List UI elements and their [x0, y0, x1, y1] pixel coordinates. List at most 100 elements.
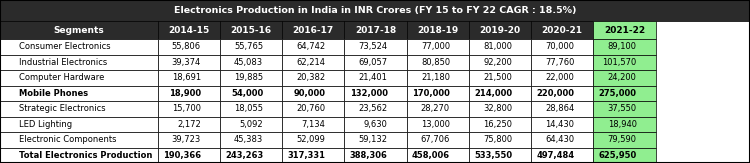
Bar [469, 21, 531, 39]
Text: LED Lighting: LED Lighting [19, 120, 72, 129]
Bar [531, 86, 593, 101]
Bar [593, 70, 656, 86]
Bar [531, 21, 593, 39]
Bar [158, 39, 220, 55]
Bar [469, 117, 531, 132]
Bar [406, 101, 469, 117]
Text: 45,083: 45,083 [234, 58, 263, 67]
Bar [282, 21, 344, 39]
Bar [593, 55, 656, 70]
Text: 7,134: 7,134 [302, 120, 326, 129]
Bar [531, 117, 593, 132]
Text: 190,366: 190,366 [163, 151, 201, 160]
Text: 497,484: 497,484 [536, 151, 574, 160]
Bar [469, 39, 531, 55]
Text: Segments: Segments [53, 26, 104, 35]
Bar [344, 55, 406, 70]
Bar [593, 86, 656, 101]
Bar [344, 21, 406, 39]
Bar [469, 70, 531, 86]
Text: 2015-16: 2015-16 [230, 26, 272, 35]
Text: 28,270: 28,270 [421, 104, 450, 113]
Bar [282, 55, 344, 70]
Bar [469, 132, 531, 148]
Text: 18,900: 18,900 [169, 89, 201, 98]
Text: 19,885: 19,885 [234, 73, 263, 82]
Text: 80,850: 80,850 [421, 58, 450, 67]
Text: 22,000: 22,000 [545, 73, 574, 82]
Text: 21,500: 21,500 [483, 73, 512, 82]
Text: 625,950: 625,950 [598, 151, 637, 160]
Bar [0, 132, 158, 148]
Text: 21,180: 21,180 [421, 73, 450, 82]
Text: 81,000: 81,000 [483, 42, 512, 51]
Text: 5,092: 5,092 [240, 120, 263, 129]
Bar [344, 101, 406, 117]
Text: 62,214: 62,214 [296, 58, 326, 67]
Bar [469, 86, 531, 101]
Bar [0, 55, 158, 70]
Text: 45,383: 45,383 [234, 135, 263, 144]
Text: Industrial Electronics: Industrial Electronics [19, 58, 107, 67]
Text: 16,250: 16,250 [483, 120, 512, 129]
Bar [282, 117, 344, 132]
Bar [531, 132, 593, 148]
Bar [531, 101, 593, 117]
Bar [469, 55, 531, 70]
Bar [531, 39, 593, 55]
Text: 2018-19: 2018-19 [417, 26, 458, 35]
Text: 20,760: 20,760 [296, 104, 326, 113]
Bar [282, 148, 344, 163]
Text: Electronic Components: Electronic Components [19, 135, 116, 144]
Text: 2,172: 2,172 [177, 120, 201, 129]
Text: 75,800: 75,800 [483, 135, 512, 144]
Bar [0, 0, 750, 21]
Text: 59,132: 59,132 [358, 135, 388, 144]
Bar [220, 70, 282, 86]
Bar [220, 39, 282, 55]
Bar [158, 117, 220, 132]
Text: 243,263: 243,263 [225, 151, 263, 160]
Bar [406, 39, 469, 55]
Bar [0, 148, 158, 163]
Text: 2020-21: 2020-21 [542, 26, 583, 35]
Bar [0, 117, 158, 132]
Bar [0, 21, 158, 39]
Text: 458,006: 458,006 [412, 151, 450, 160]
Bar [220, 21, 282, 39]
Text: 69,057: 69,057 [358, 58, 388, 67]
Bar [158, 70, 220, 86]
Text: 13,000: 13,000 [421, 120, 450, 129]
Text: 23,562: 23,562 [358, 104, 388, 113]
Bar [593, 101, 656, 117]
Bar [406, 86, 469, 101]
Bar [282, 39, 344, 55]
Text: 64,742: 64,742 [296, 42, 326, 51]
Text: 79,590: 79,590 [608, 135, 637, 144]
Text: 54,000: 54,000 [231, 89, 263, 98]
Bar [158, 55, 220, 70]
Text: 39,723: 39,723 [172, 135, 201, 144]
Text: 15,700: 15,700 [172, 104, 201, 113]
Bar [406, 55, 469, 70]
Text: 73,524: 73,524 [358, 42, 388, 51]
Bar [406, 132, 469, 148]
Bar [531, 55, 593, 70]
Text: 37,550: 37,550 [608, 104, 637, 113]
Bar [0, 86, 158, 101]
Text: 52,099: 52,099 [296, 135, 326, 144]
Bar [158, 132, 220, 148]
Bar [220, 55, 282, 70]
Text: 20,382: 20,382 [296, 73, 326, 82]
Bar [531, 148, 593, 163]
Bar [158, 21, 220, 39]
Text: 2016-17: 2016-17 [292, 26, 334, 35]
Bar [0, 101, 158, 117]
Bar [220, 132, 282, 148]
Bar [531, 70, 593, 86]
Text: 64,430: 64,430 [545, 135, 574, 144]
Text: 89,100: 89,100 [608, 42, 637, 51]
Text: 21,401: 21,401 [358, 73, 388, 82]
Bar [0, 39, 158, 55]
Text: 2014-15: 2014-15 [168, 26, 209, 35]
